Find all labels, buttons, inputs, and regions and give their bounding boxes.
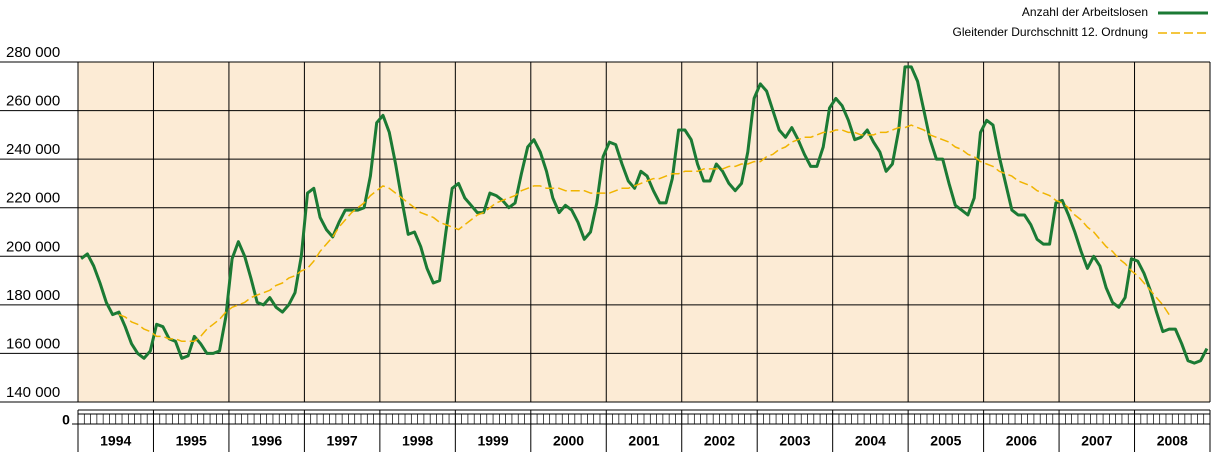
- legend-label: Anzahl der Arbeitslosen: [1022, 5, 1148, 19]
- y-tick-label: 180 000: [6, 287, 60, 304]
- x-tick-label: 2006: [1006, 433, 1037, 449]
- series-line: [80, 65, 1209, 365]
- plot-area: [78, 62, 1210, 402]
- y-tick-label: 220 000: [6, 190, 60, 207]
- x-tick-label: 2001: [628, 433, 659, 449]
- x-tick-label: 1995: [176, 433, 207, 449]
- x-tick-label: 1994: [100, 433, 131, 449]
- x-tick-label: 2005: [930, 433, 961, 449]
- y-tick-label: 280 000: [6, 44, 60, 61]
- x-tick-label: 1996: [251, 433, 282, 449]
- series-line: [118, 124, 1170, 343]
- y-tick-label: 160 000: [6, 335, 60, 352]
- x-tick-label: 1999: [477, 433, 508, 449]
- legend-label: Gleitender Durchschnitt 12. Ordnung: [953, 25, 1148, 39]
- x-tick-label: 2002: [704, 433, 735, 449]
- x-tick-label: 2000: [553, 433, 584, 449]
- x-tick-label: 2004: [855, 433, 886, 449]
- y-tick-label: 140 000: [6, 384, 60, 401]
- x-tick-label: 2003: [779, 433, 810, 449]
- y-break-label: 0: [62, 412, 70, 428]
- x-tick-label: 1997: [327, 433, 358, 449]
- x-tick-label: 2008: [1157, 433, 1188, 449]
- y-tick-label: 260 000: [6, 93, 60, 110]
- y-tick-label: 200 000: [6, 238, 60, 255]
- x-tick-label: 2007: [1081, 433, 1112, 449]
- x-tick-label: 1998: [402, 433, 433, 449]
- y-tick-label: 240 000: [6, 141, 60, 158]
